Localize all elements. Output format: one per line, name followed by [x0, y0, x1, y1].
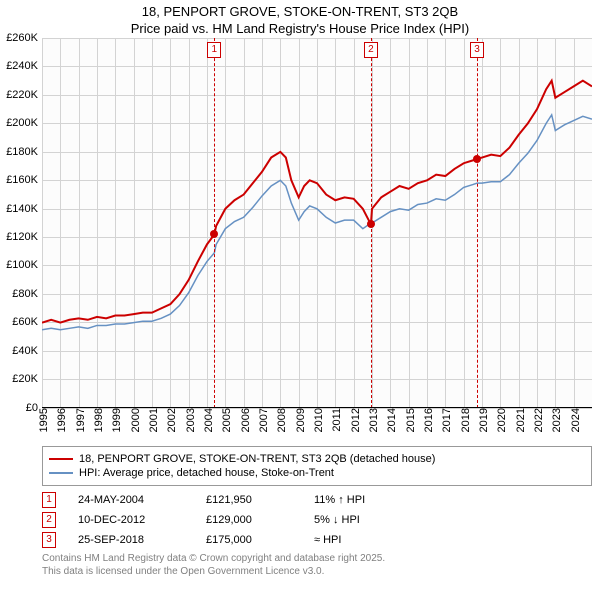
ytick-label: £240K [6, 60, 38, 72]
footer-line1: Contains HM Land Registry data © Crown c… [42, 552, 592, 565]
sales-price: £129,000 [206, 514, 314, 526]
sale-marker-box: 3 [470, 42, 484, 58]
ytick-label: £100K [6, 259, 38, 271]
sales-diff: 11% ↑ HPI [314, 494, 365, 506]
legend-item: HPI: Average price, detached house, Stok… [49, 467, 585, 479]
xtick-label: 2024 [570, 408, 582, 432]
ytick-label: £120K [6, 231, 38, 243]
xtick-label: 2000 [130, 408, 142, 432]
legend: 18, PENPORT GROVE, STOKE-ON-TRENT, ST3 2… [42, 446, 592, 486]
xtick-label: 2003 [185, 408, 197, 432]
xtick-label: 2017 [441, 408, 453, 432]
line-plot [42, 38, 592, 408]
xtick-label: 2004 [203, 408, 215, 432]
xtick-label: 2014 [386, 408, 398, 432]
ytick-label: £80K [12, 288, 38, 300]
ytick-label: £140K [6, 203, 38, 215]
sales-price: £175,000 [206, 534, 314, 546]
xtick-label: 2005 [221, 408, 233, 432]
xtick-label: 1997 [75, 408, 87, 432]
ytick-label: £160K [6, 174, 38, 186]
xtick-label: 2021 [515, 408, 527, 432]
xtick-label: 2013 [368, 408, 380, 432]
legend-label: 18, PENPORT GROVE, STOKE-ON-TRENT, ST3 2… [79, 453, 435, 465]
xtick-label: 2016 [423, 408, 435, 432]
xtick-label: 2001 [148, 408, 160, 432]
sale-marker-line [214, 38, 215, 408]
xtick-label: 1998 [93, 408, 105, 432]
chart-area: 123 £0£20K£40K£60K£80K£100K£120K£140K£16… [42, 38, 592, 408]
xtick-label: 2006 [240, 408, 252, 432]
series-property [42, 80, 592, 322]
footer: Contains HM Land Registry data © Crown c… [42, 552, 592, 578]
sale-marker-box: 2 [364, 42, 378, 58]
xtick-label: 2010 [313, 408, 325, 432]
ytick-label: £20K [12, 373, 38, 385]
xtick-label: 2022 [533, 408, 545, 432]
xtick-label: 2002 [166, 408, 178, 432]
title-line2: Price paid vs. HM Land Registry's House … [0, 21, 600, 38]
xtick-label: 1996 [56, 408, 68, 432]
xtick-label: 2009 [295, 408, 307, 432]
title-line1: 18, PENPORT GROVE, STOKE-ON-TRENT, ST3 2… [0, 4, 600, 21]
sale-marker-dot [473, 155, 481, 163]
xtick-label: 2007 [258, 408, 270, 432]
chart-title: 18, PENPORT GROVE, STOKE-ON-TRENT, ST3 2… [0, 0, 600, 38]
sales-idx: 1 [42, 492, 56, 508]
legend-swatch [49, 458, 73, 460]
xtick-label: 2012 [350, 408, 362, 432]
sales-row: 2 10-DEC-2012£129,0005% ↓ HPI [42, 512, 592, 528]
sales-row: 1 24-MAY-2004£121,95011% ↑ HPI [42, 492, 592, 508]
sales-diff: 5% ↓ HPI [314, 514, 360, 526]
legend-label: HPI: Average price, detached house, Stok… [79, 467, 334, 479]
xtick-label: 2020 [496, 408, 508, 432]
xtick-label: 2015 [405, 408, 417, 432]
xtick-label: 2023 [551, 408, 563, 432]
xtick-label: 1995 [38, 408, 50, 432]
ytick-label: £0 [26, 402, 38, 414]
ytick-label: £180K [6, 146, 38, 158]
sales-date: 25-SEP-2018 [78, 534, 206, 546]
sales-date: 10-DEC-2012 [78, 514, 206, 526]
sale-marker-box: 1 [207, 42, 221, 58]
xtick-label: 2008 [276, 408, 288, 432]
sales-idx: 3 [42, 532, 56, 548]
sales-diff: ≈ HPI [314, 534, 341, 546]
xtick-label: 2019 [478, 408, 490, 432]
sale-marker-dot [210, 230, 218, 238]
sale-marker-line [477, 38, 478, 408]
legend-swatch [49, 472, 73, 474]
sales-idx: 2 [42, 512, 56, 528]
sales-price: £121,950 [206, 494, 314, 506]
footer-line2: This data is licensed under the Open Gov… [42, 565, 592, 578]
sales-table: 1 24-MAY-2004£121,95011% ↑ HPI 2 10-DEC-201… [42, 492, 592, 548]
ytick-label: £200K [6, 117, 38, 129]
ytick-label: £60K [12, 316, 38, 328]
ytick-label: £40K [12, 345, 38, 357]
xtick-label: 2018 [460, 408, 472, 432]
xtick-label: 1999 [111, 408, 123, 432]
sales-row: 3 25-SEP-2018£175,000≈ HPI [42, 532, 592, 548]
ytick-label: £220K [6, 89, 38, 101]
sales-date: 24-MAY-2004 [78, 494, 206, 506]
sale-marker-dot [367, 220, 375, 228]
ytick-label: £260K [6, 32, 38, 44]
xtick-label: 2011 [331, 408, 343, 432]
legend-item: 18, PENPORT GROVE, STOKE-ON-TRENT, ST3 2… [49, 453, 585, 465]
